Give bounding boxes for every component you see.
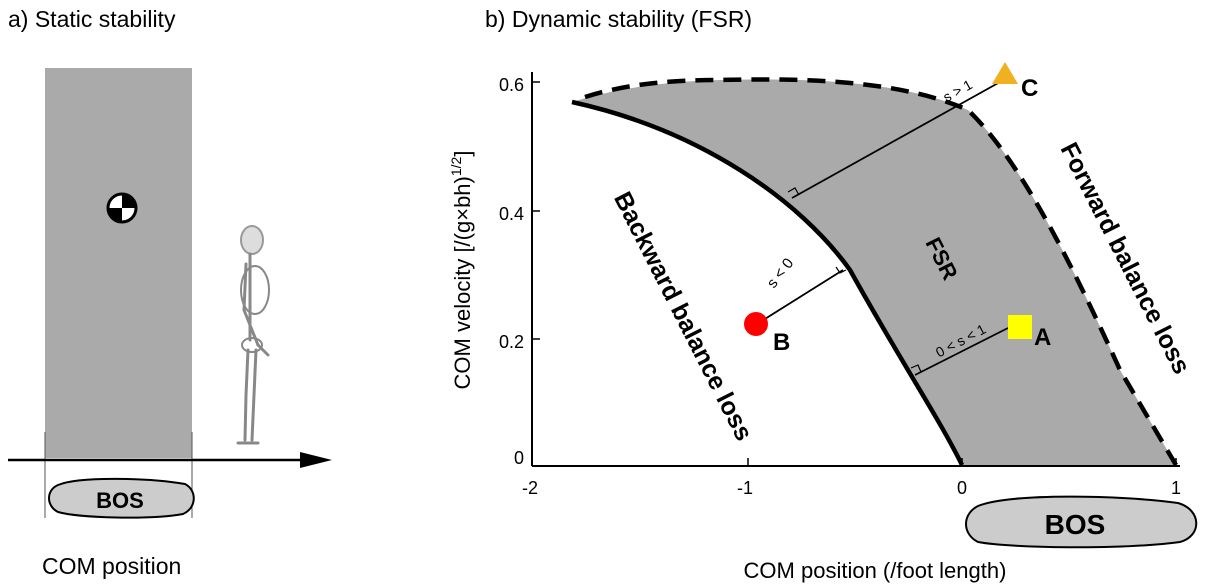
y-tick-label: 0.2 [499, 332, 524, 352]
y-tick-label: 0.6 [499, 75, 524, 95]
distance-line-c [791, 81, 1001, 199]
fsr-lower-boundary [571, 99, 965, 466]
plot-area [571, 77, 1178, 467]
x-tick-label: -2 [522, 478, 538, 498]
y-axis-label: COM velocity [/(g×bh)1/2] [448, 151, 475, 390]
right-angle-marker-a [910, 364, 922, 373]
distance-line-a [914, 327, 1009, 376]
y-tick-label: 0 [514, 448, 524, 468]
distance-line-b [756, 269, 844, 325]
right-angle-marker-c [787, 187, 800, 196]
point-c-marker [992, 62, 1018, 84]
fsr-region [572, 79, 1176, 465]
right-angle-marker-b [835, 266, 847, 274]
panel-a-axis-arrowhead [300, 452, 332, 468]
y-tick-label: 0.4 [499, 204, 524, 224]
panel-b: b) Dynamic stability (FSR) 0 0.2 0.4 0.6 [448, 6, 1198, 583]
bos-foot-icon-b [965, 495, 1198, 549]
x-tick-marks [747, 458, 1177, 466]
point-a-label: A [1034, 324, 1051, 351]
point-b-label: B [773, 329, 790, 356]
point-b-marker [744, 312, 768, 336]
x-tick-label: 1 [1171, 478, 1181, 498]
data-points [744, 62, 1032, 339]
fsr-upper-boundary [584, 77, 1178, 467]
y-tick-marks [532, 81, 540, 467]
x-axis-label: COM position (/foot length) [744, 558, 1007, 583]
distance-lines [756, 81, 1009, 376]
skeleton-figure [236, 225, 270, 445]
bos-label-b: BOS [1045, 509, 1106, 540]
bos-label-a: BOS [96, 488, 144, 513]
bos-foot-icon-a [48, 477, 195, 519]
point-a-marker [1008, 315, 1032, 339]
panel-a-title: a) Static stability [8, 6, 176, 32]
annotation-b: s < 0 [764, 255, 798, 291]
backward-balance-loss-label: Backward balance loss [608, 187, 758, 445]
center-of-mass-icon [106, 192, 138, 224]
x-tick-label: -1 [737, 478, 753, 498]
panel-a-xlabel: COM position [42, 553, 181, 579]
panel-a: a) Static stability B [8, 6, 332, 579]
x-tick-label: 0 [957, 478, 967, 498]
static-stability-region [45, 68, 192, 458]
annotation-c: s > 1 [940, 76, 975, 105]
panel-b-title: b) Dynamic stability (FSR) [485, 6, 752, 32]
point-c-label: C [1021, 75, 1038, 102]
